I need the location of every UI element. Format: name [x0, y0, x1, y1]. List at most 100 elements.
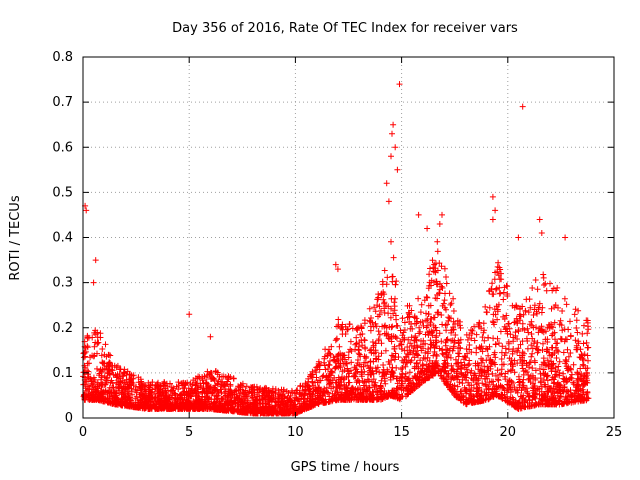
data-point [521, 350, 527, 357]
data-point [536, 216, 543, 223]
data-point [358, 371, 365, 378]
data-point [442, 368, 449, 375]
data-point [393, 385, 400, 392]
data-point [514, 389, 521, 396]
x-tick-label: 5 [185, 425, 193, 440]
data-point [582, 373, 589, 380]
data-point [571, 311, 578, 318]
data-point [393, 335, 400, 342]
data-point [108, 389, 114, 396]
data-point [319, 391, 326, 398]
data-point [572, 306, 579, 313]
data-point [140, 404, 146, 411]
data-point [99, 346, 106, 352]
data-point [291, 397, 298, 404]
data-point [382, 303, 389, 309]
data-point [362, 355, 369, 362]
data-point [154, 388, 161, 395]
data-point [509, 401, 516, 408]
data-point [185, 385, 192, 392]
data-point [372, 340, 379, 347]
data-point [552, 368, 559, 375]
data-point [182, 399, 189, 406]
data-point [374, 296, 381, 303]
data-point [438, 263, 445, 270]
data-point [510, 346, 517, 352]
data-point [152, 397, 159, 404]
data-point [529, 350, 536, 357]
data-point [326, 380, 333, 387]
data-point [205, 404, 212, 411]
data-point [204, 372, 211, 379]
data-point [378, 394, 385, 401]
data-point [177, 394, 184, 401]
data-point [542, 328, 549, 335]
data-point [417, 319, 424, 326]
data-point [554, 347, 561, 354]
data-point [543, 287, 550, 294]
data-point [431, 345, 438, 351]
data-point [396, 342, 403, 349]
data-point [81, 391, 87, 398]
data-point [237, 381, 244, 388]
data-point [491, 276, 498, 283]
data-point [274, 394, 281, 400]
data-point [530, 385, 537, 392]
data-point [516, 313, 523, 320]
data-point [546, 349, 552, 356]
data-point [529, 384, 536, 391]
data-point [94, 365, 100, 372]
data-point [442, 359, 449, 366]
data-point [438, 338, 445, 345]
data-point [513, 302, 520, 309]
data-point [510, 380, 516, 386]
data-point [224, 394, 231, 401]
data-point [390, 373, 397, 380]
data-point [529, 365, 536, 372]
data-point [432, 324, 439, 331]
data-point [192, 382, 199, 389]
data-point [477, 366, 484, 373]
data-point [393, 322, 400, 329]
data-point [274, 399, 280, 406]
data-point [497, 371, 503, 378]
data-point [225, 402, 232, 409]
data-point [124, 389, 131, 396]
data-point [353, 379, 360, 386]
data-point [484, 346, 491, 353]
data-point [515, 234, 522, 241]
data-point [446, 290, 453, 297]
data-point [92, 339, 99, 346]
data-point [475, 380, 481, 387]
data-point [448, 362, 455, 369]
data-point [461, 361, 468, 368]
data-point [558, 393, 565, 400]
data-point [548, 365, 555, 372]
data-point [194, 389, 201, 396]
data-point [335, 379, 342, 386]
data-point [422, 375, 429, 382]
data-point [256, 396, 263, 403]
data-point [388, 352, 395, 359]
data-point [473, 345, 480, 352]
data-point [388, 238, 394, 245]
data-point [117, 398, 124, 405]
data-point [565, 326, 572, 333]
data-point [254, 386, 261, 393]
data-point [431, 365, 438, 372]
data-point [453, 360, 459, 367]
data-point [496, 340, 502, 347]
data-point [218, 389, 225, 396]
data-point [165, 387, 171, 394]
data-point [530, 374, 537, 381]
data-point [460, 372, 467, 379]
data-point [416, 324, 423, 331]
data-point [559, 327, 566, 334]
data-point [250, 399, 256, 406]
y-tick-label: 0.1 [52, 366, 73, 381]
data-point [381, 267, 388, 274]
data-point [231, 394, 238, 400]
data-point [82, 385, 89, 392]
data-point [264, 410, 271, 416]
data-point [361, 344, 368, 351]
